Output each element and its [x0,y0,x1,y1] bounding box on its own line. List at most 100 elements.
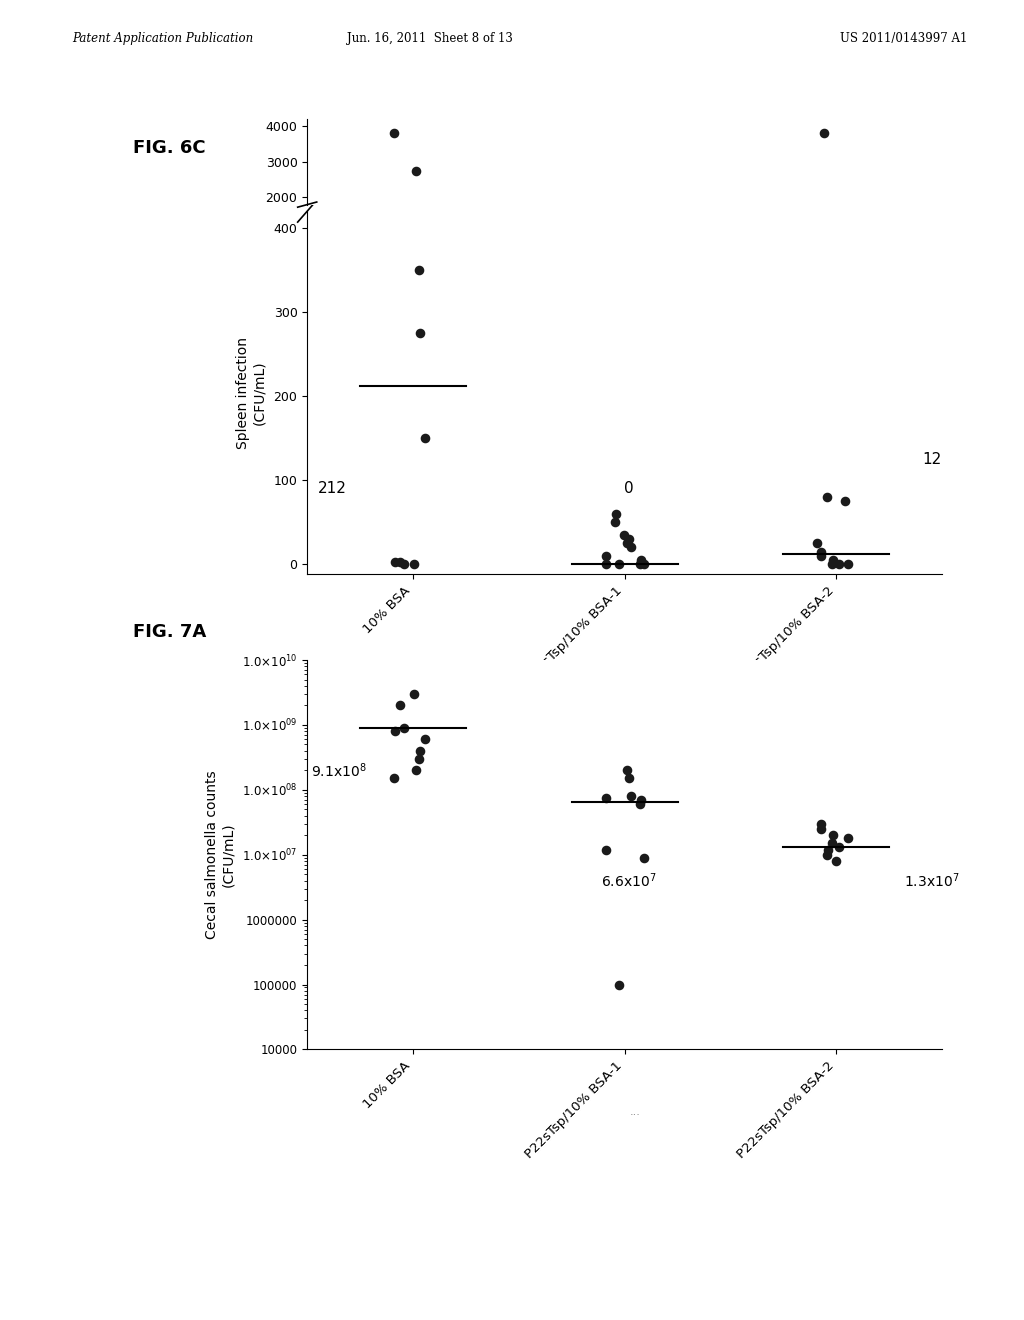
Point [841,828,857,849]
Point [412,741,428,762]
Point [411,748,427,770]
Point [607,512,624,533]
Point [635,553,651,574]
Point [635,847,651,869]
Point [597,545,613,566]
Text: ...: ... [630,1107,640,1118]
Point [813,545,829,566]
Point [824,549,841,570]
Text: FIG. 6C: FIG. 6C [133,139,206,157]
Point [597,257,613,279]
Point [823,259,840,280]
Point [841,259,857,280]
Point [813,257,829,279]
Text: Jun. 16, 2011  Sheet 8 of 13: Jun. 16, 2011 Sheet 8 of 13 [347,32,513,45]
Point [615,257,632,279]
Point [408,760,424,781]
Point [819,256,836,277]
Text: 212: 212 [318,480,347,496]
Point [618,532,635,553]
Y-axis label: Cecal salmonella counts
(CFU/mL): Cecal salmonella counts (CFU/mL) [205,771,236,939]
Point [610,974,627,995]
Point [608,503,625,524]
Point [841,553,857,574]
Point [411,260,427,281]
Point [412,248,428,269]
Point [392,259,409,280]
Point [830,837,847,858]
Point [830,259,847,280]
Point [633,789,649,810]
Point [623,257,639,279]
Point [813,813,829,834]
Point [632,793,648,814]
Point [598,553,614,574]
Point [621,768,637,789]
Point [633,549,649,570]
Point [813,818,829,840]
Point [633,259,649,280]
Text: FIG. 7A: FIG. 7A [133,623,207,642]
Point [618,257,635,279]
Point [608,256,625,277]
Point [417,428,433,449]
Text: 6.6x10$^{7}$: 6.6x10$^{7}$ [601,871,656,890]
Point [618,760,635,781]
Point [610,553,627,574]
Point [824,825,841,846]
Point [396,259,413,280]
Text: US 2011/0143997 A1: US 2011/0143997 A1 [840,32,967,45]
Point [598,840,614,861]
Text: 1.3x10$^{7}$: 1.3x10$^{7}$ [904,871,959,890]
Point [392,552,409,573]
Point [396,717,413,738]
Point [417,253,433,275]
Text: 12: 12 [922,451,941,466]
Point [824,259,841,280]
Point [819,845,836,866]
Text: 0: 0 [624,480,634,496]
Y-axis label: Spleen infection
(CFU/mL): Spleen infection (CFU/mL) [237,337,266,449]
Point [607,256,624,277]
Point [396,553,413,574]
Point [598,259,614,280]
Point [823,553,840,574]
Point [597,787,613,808]
Point [417,729,433,750]
Point [809,532,825,553]
Point [386,550,402,572]
Point [385,123,401,144]
Point [830,553,847,574]
Point [838,491,854,512]
Point [632,259,648,280]
Point [823,833,840,854]
Point [386,721,402,742]
Point [809,257,825,279]
Point [838,256,854,277]
Point [615,524,632,545]
Point [408,160,424,181]
Point [827,850,844,871]
Point [412,322,428,343]
Point [819,486,836,507]
Point [386,259,402,280]
Point [813,541,829,562]
Point [635,259,651,280]
Point [819,840,836,861]
Point [813,257,829,279]
Point [621,257,637,279]
Point [623,785,639,807]
Point [621,528,637,549]
Point [623,537,639,558]
Text: 9.1x10$^{8}$: 9.1x10$^{8}$ [311,760,367,780]
Text: Patent Application Publication: Patent Application Publication [72,32,253,45]
Point [632,553,648,574]
Point [411,246,427,267]
Point [610,259,627,280]
Point [407,553,423,574]
Point [815,123,831,144]
Point [407,684,423,705]
Point [407,259,423,280]
Point [385,768,401,789]
Point [392,694,409,715]
